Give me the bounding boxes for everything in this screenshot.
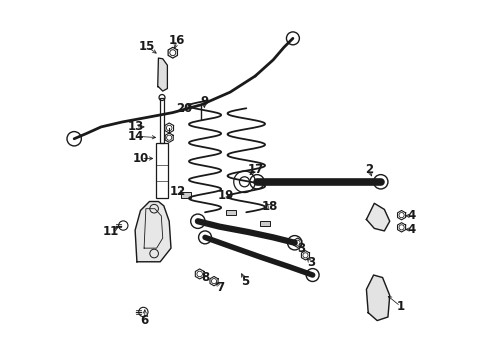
Bar	[160, 98, 164, 143]
Bar	[225, 210, 235, 215]
Text: 10: 10	[133, 152, 149, 165]
Text: 13: 13	[127, 121, 143, 134]
Polygon shape	[366, 203, 389, 231]
Text: 1: 1	[396, 300, 404, 313]
Text: 15: 15	[139, 40, 155, 53]
Text: 4: 4	[407, 223, 414, 236]
Text: 5: 5	[241, 275, 249, 288]
Text: 19: 19	[217, 189, 234, 202]
Text: 18: 18	[262, 201, 278, 213]
Bar	[180, 192, 190, 198]
Text: 20: 20	[176, 102, 192, 115]
Polygon shape	[135, 202, 171, 262]
Text: 14: 14	[127, 130, 143, 143]
Text: 9: 9	[200, 95, 208, 108]
Text: 11: 11	[103, 225, 119, 238]
Text: 2: 2	[365, 163, 373, 176]
Text: 7: 7	[216, 281, 224, 294]
Text: 12: 12	[169, 185, 185, 198]
Text: 8: 8	[201, 271, 209, 284]
Bar	[156, 143, 168, 198]
Text: 16: 16	[168, 34, 185, 48]
Polygon shape	[366, 275, 389, 320]
Polygon shape	[158, 58, 167, 91]
Text: 6: 6	[141, 314, 149, 327]
Text: 17: 17	[247, 163, 264, 176]
Bar	[260, 221, 270, 226]
Text: 3: 3	[306, 256, 314, 269]
Text: 3: 3	[297, 242, 305, 255]
Text: 4: 4	[407, 210, 414, 222]
